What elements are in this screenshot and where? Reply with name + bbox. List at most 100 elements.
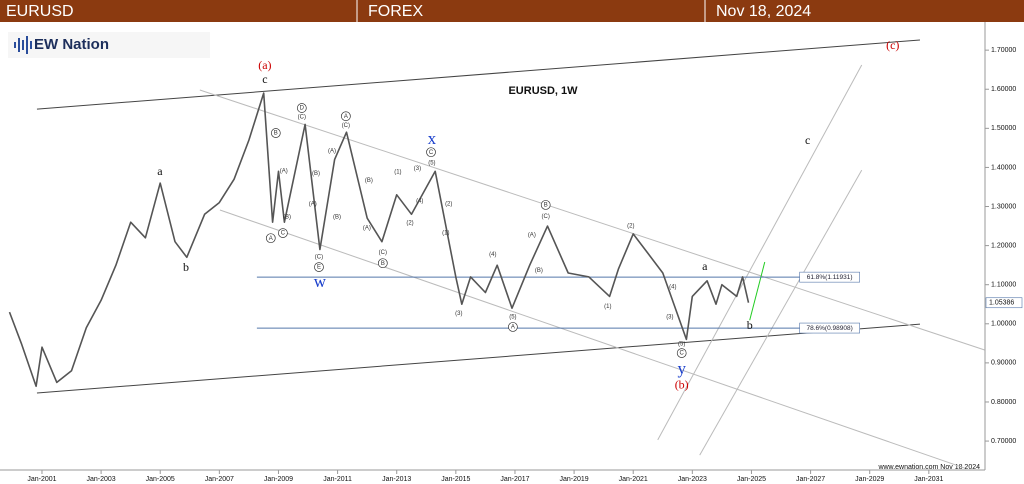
wave-label: (C) <box>298 115 306 121</box>
wave-label: (A) <box>528 233 536 239</box>
wave-label: (3) <box>666 315 673 321</box>
trend-line <box>36 39 921 110</box>
wave-circle <box>314 262 324 272</box>
wave-label: (4) <box>489 252 496 258</box>
wave-label: (1) <box>604 304 611 310</box>
wave-label: (B) <box>333 215 341 221</box>
wave-label: a <box>702 259 708 273</box>
y-tick-label: 1.30000 <box>991 203 1016 210</box>
y-tick-label: 1.00000 <box>991 321 1016 328</box>
trend-line <box>199 89 985 351</box>
wave-circle <box>377 258 388 269</box>
wave-label: (C) <box>315 255 323 261</box>
trend-line <box>699 169 863 456</box>
y-tick-label: 0.70000 <box>991 438 1016 445</box>
wave-label: (2) <box>445 202 452 208</box>
wave-label: (A) <box>309 202 317 208</box>
wave-circle <box>676 348 687 358</box>
x-tick-label: Jan-2017 <box>500 476 529 483</box>
wave-label: C <box>680 351 685 357</box>
last-price-label: 1.05386 <box>989 300 1014 307</box>
wave-label: (2) <box>406 221 413 227</box>
wave-label: C <box>281 231 286 237</box>
wave-label: (4) <box>669 285 676 291</box>
wave-label: (3) <box>455 311 462 317</box>
wave-circle <box>278 228 288 238</box>
wave-label: A <box>344 114 348 120</box>
wave-label: (b) <box>675 378 689 392</box>
price-line <box>8 92 750 388</box>
wave-circle <box>426 147 436 158</box>
logo-text: EW Nation <box>34 36 109 53</box>
x-tick-label: Jan-2005 <box>146 476 175 483</box>
wave-label: (B) <box>535 268 543 274</box>
x-tick-label: Jan-2007 <box>205 476 234 483</box>
x-tick-label: Jan-2003 <box>86 476 115 483</box>
x-tick-label: Jan-2009 <box>264 476 293 483</box>
wave-label: w <box>314 272 327 291</box>
trend-line <box>749 261 766 321</box>
wave-label: (a) <box>258 58 271 72</box>
x-tick-label: Jan-2023 <box>678 476 707 483</box>
wave-label: (C) <box>379 250 387 256</box>
wave-label: c <box>262 72 267 86</box>
fib-label: 61.8%(1.11931) <box>807 274 853 281</box>
wave-label: (B) <box>283 215 291 221</box>
wave-circle <box>296 103 307 113</box>
wave-label: (A) <box>280 169 288 175</box>
trend-line <box>657 64 863 441</box>
x-tick-label: Jan-2019 <box>559 476 588 483</box>
wave-label: y <box>677 359 686 378</box>
wave-label: b <box>183 260 189 274</box>
wave-circle <box>270 128 281 138</box>
header-symbol: EURUSD <box>6 3 74 20</box>
wave-label: D <box>300 106 305 112</box>
wave-label: (c) <box>886 38 899 52</box>
last-price-box <box>985 297 1023 309</box>
wave-label: (1) <box>394 170 401 176</box>
wave-label: B <box>274 131 278 137</box>
x-tick-label: Jan-2029 <box>855 476 884 483</box>
wave-label: (5) <box>428 161 435 167</box>
header-bar <box>0 0 1024 22</box>
wave-label: B <box>544 203 548 209</box>
wave-label: (C) <box>342 123 350 129</box>
y-tick-label: 0.90000 <box>991 360 1016 367</box>
y-tick-label: 1.20000 <box>991 242 1016 249</box>
wave-circle <box>265 233 276 244</box>
wave-label: c <box>805 133 810 147</box>
wave-label: b <box>747 318 753 332</box>
trend-line <box>219 209 965 469</box>
wave-label: E <box>317 265 321 271</box>
wave-label: a <box>157 164 163 178</box>
x-tick-label: Jan-2015 <box>441 476 470 483</box>
y-tick-label: 0.80000 <box>991 399 1016 406</box>
wave-circle <box>341 111 351 122</box>
y-tick-label: 1.70000 <box>991 47 1016 54</box>
wave-label: (5) <box>509 315 516 321</box>
wave-label: (B) <box>312 171 320 177</box>
x-tick-label: Jan-2027 <box>796 476 825 483</box>
y-tick-label: 1.60000 <box>991 86 1016 93</box>
x-tick-label: Jan-2031 <box>914 476 943 483</box>
wave-label: (1) <box>442 231 449 237</box>
wave-label: (5) <box>678 342 685 348</box>
header-date: Nov 18, 2024 <box>716 3 811 20</box>
wave-label: (B) <box>365 178 373 184</box>
header-market: FOREX <box>368 3 423 20</box>
x-tick-label: Jan-2013 <box>382 476 411 483</box>
trend-line <box>36 323 921 394</box>
wave-label: (2) <box>627 224 634 230</box>
y-tick-label: 1.50000 <box>991 125 1016 132</box>
y-tick-label: 1.10000 <box>991 282 1016 289</box>
wave-label: (C) <box>542 214 550 220</box>
x-tick-label: Jan-2001 <box>27 476 56 483</box>
chart-title: EURUSD, 1W <box>508 85 578 97</box>
fib-label-box <box>799 271 860 283</box>
wave-label: (3) <box>414 166 421 172</box>
fib-label: 78.6%(0.98908) <box>807 325 853 332</box>
wave-circle <box>540 200 551 210</box>
wave-label: (4) <box>416 199 423 205</box>
